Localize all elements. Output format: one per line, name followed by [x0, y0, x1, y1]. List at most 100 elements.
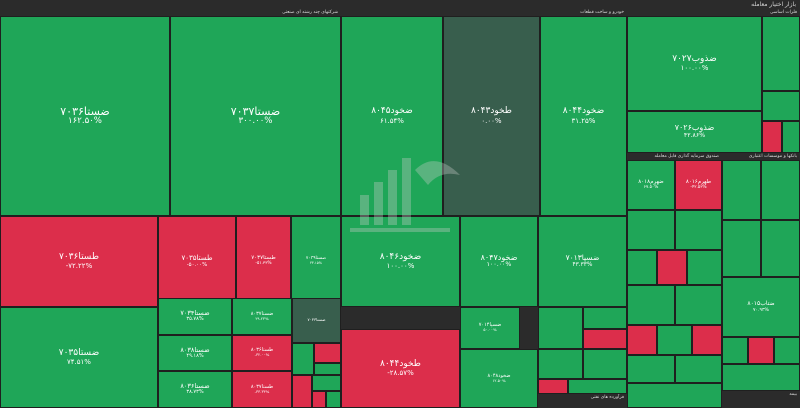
tile-symbol: ضستا۷۰۳۹: [305, 256, 327, 262]
treemap-tile[interactable]: طخود۸۰۴۴ -۲۸.۵۷%: [341, 329, 460, 408]
tile-symbol: طستا۷۰۳۷: [251, 255, 276, 262]
treemap-tile[interactable]: ضذوب۷۰۲۶ ۴۲.۸۶%: [627, 111, 762, 153]
treemap-tile[interactable]: ضستا۷۰۳۹ ۳۳.۱۵%: [291, 216, 341, 307]
minor-tile[interactable]: [292, 343, 314, 375]
tile-change: ۱۶۲.۵۰%: [68, 116, 102, 127]
minor-tile[interactable]: [762, 16, 800, 91]
sector-title: خودرو و ساخت قطعات: [580, 10, 624, 15]
minor-tile[interactable]: [782, 121, 800, 153]
treemap-tile[interactable]: ضسپا۷۰۱۴ ۵۰.۰۰%: [460, 307, 520, 349]
minor-tile[interactable]: [762, 121, 782, 153]
tile-symbol: ضستا۸۰۳۸: [180, 345, 210, 354]
sector-title: بانکها و موسسات اعتباری: [748, 154, 797, 159]
treemap-tile[interactable]: ضستا۷۰۳۴ ۳۵.۷۸%: [158, 298, 232, 335]
tile-change: ۵۰.۰۰%: [483, 327, 497, 333]
minor-tile[interactable]: [627, 250, 657, 285]
minor-tile[interactable]: [538, 379, 568, 394]
tile-change: ۳۸.۷۳%: [186, 389, 204, 396]
treemap-tile[interactable]: ضستا۸۰۳۶ ۳۸.۷۳%: [158, 371, 232, 408]
sector-panel: شرکتهای چند رشته ای صنعتی ضستا۷۰۳۷ ۳۰۰.۰۰%…: [0, 9, 341, 408]
treemap-tile[interactable]: طهرم۸۰۱۶ -۴۲.۵۳%: [675, 160, 722, 210]
treemap-tile[interactable]: ضستا۸۰۳۷ ۲۹.۲۳%: [232, 298, 292, 335]
treemap-tile[interactable]: طستا۷۰۳۷ -۵۱.۳۳%: [236, 216, 291, 307]
minor-tile[interactable]: [292, 375, 312, 408]
sector-panel: بانکها و موسسات اعتباری ضتاب۸۰۱۵ ۷۰.۹۳%: [722, 153, 800, 391]
tile-symbol: طخود۸۰۴۴: [380, 358, 421, 369]
treemap-tile[interactable]: طستا۸۰۳۶ -۳۲.۰۰%: [232, 335, 292, 371]
treemap-tile[interactable]: ضستا۷۰۳۳: [292, 298, 341, 343]
minor-tile[interactable]: [722, 337, 748, 364]
minor-tile[interactable]: [692, 325, 722, 355]
tile-symbol: ضهرم۸۰۱۸: [638, 178, 664, 185]
minor-tile[interactable]: [761, 220, 800, 277]
treemap-tile[interactable]: ضخود۸۰۴۷ ۱۰۰.۰۰%: [460, 216, 538, 307]
treemap-tile[interactable]: ضستا۷۰۳۶ ۱۶۲.۵۰%: [0, 16, 170, 216]
sector-panel: فلزات اساسی ضذوب۷۰۲۷ ۱۰۰.۰۰% ضذوب۷۰۲۶ ۴۲.۸۶%: [627, 9, 800, 153]
treemap-tile[interactable]: طخود۸۰۴۳ ۰.۰۰%: [443, 16, 540, 216]
treemap-tile[interactable]: ضخود۸۰۴۵ ۶۱.۵۴%: [341, 16, 443, 216]
minor-tile[interactable]: [583, 349, 627, 379]
treemap-tile[interactable]: ضستا۷۰۳۷ ۳۰۰.۰۰%: [170, 16, 341, 216]
minor-tile[interactable]: [583, 329, 627, 349]
minor-tile[interactable]: [722, 220, 761, 277]
treemap-tile[interactable]: طستا۸۰۳۷ -۳۳.۳۳%: [232, 371, 292, 408]
minor-tile[interactable]: [538, 307, 583, 349]
minor-tile[interactable]: [675, 355, 722, 383]
minor-tile[interactable]: [657, 325, 692, 355]
treemap-tile[interactable]: ضخود۸۰۴۶ ۱۰۰.۰۰%: [341, 216, 460, 307]
treemap-tile[interactable]: طستا۷۰۳۶ -۷۲.۲۲%: [0, 216, 158, 307]
treemap-tile[interactable]: ضتاب۸۰۱۵ ۷۰.۹۳%: [722, 277, 800, 337]
minor-tile[interactable]: [583, 307, 627, 329]
minor-tile[interactable]: [627, 355, 675, 383]
treemap-tile[interactable]: ضهرم۸۰۱۸ ۶۷.۵۰%: [627, 160, 675, 210]
minor-tile[interactable]: [627, 383, 722, 408]
minor-tile[interactable]: [314, 343, 341, 363]
minor-tile[interactable]: [657, 250, 687, 285]
minor-tile[interactable]: [627, 285, 675, 325]
minor-tile[interactable]: [568, 379, 627, 394]
tile-symbol: ضسپا۷۰۱۳: [565, 253, 600, 263]
tile-change: ۳۰۰.۰۰%: [238, 116, 273, 127]
tile-change: ۶۱.۵۴%: [380, 115, 404, 125]
tile-symbol: ضخود۸۰۴۶: [379, 251, 422, 262]
treemap-tile[interactable]: ضسپا۷۰۱۳ ۴۳.۳۳%: [538, 216, 627, 307]
minor-tile[interactable]: [774, 337, 800, 364]
treemap-tile[interactable]: ضستا۷۰۳۵ ۷۴.۵۱%: [0, 307, 158, 408]
minor-tile[interactable]: [675, 210, 722, 250]
tile-change: -۲۸.۵۷%: [387, 368, 414, 378]
minor-tile[interactable]: [312, 391, 326, 408]
treemap-tile[interactable]: ضخود۸۰۴۸ ۱۲.۵۰%: [460, 349, 538, 408]
minor-tile[interactable]: [687, 250, 722, 285]
tile-symbol: ضستا۸۰۳۷: [250, 310, 274, 317]
tile-change: ۳۵.۷۸%: [186, 316, 204, 323]
treemap-tile[interactable]: ضستا۸۰۳۸ ۴۹.۱۸%: [158, 335, 232, 371]
minor-tile[interactable]: [762, 91, 800, 121]
treemap-tile[interactable]: طستا۷۰۳۵ -۵۰.۰۰%: [158, 216, 236, 307]
minor-tile[interactable]: [326, 391, 341, 408]
minor-tile[interactable]: [722, 364, 800, 391]
minor-tile[interactable]: [675, 285, 722, 325]
minor-tile[interactable]: [627, 325, 657, 355]
treemap-tile[interactable]: ضخود۸۰۴۴ ۳۱.۲۵%: [540, 16, 627, 216]
tile-symbol: ضخود۸۰۴۴: [562, 106, 605, 117]
minor-tile[interactable]: [312, 375, 341, 391]
tile-symbol: طخود۸۰۴۳: [471, 106, 512, 117]
tile-symbol: ضستا۷۰۳۶: [60, 104, 110, 118]
treemap-tile[interactable]: ضذوب۷۰۲۷ ۱۰۰.۰۰%: [627, 16, 762, 111]
tile-change: ۱۰۰.۰۰%: [386, 261, 415, 271]
minor-tile[interactable]: [761, 160, 800, 220]
minor-tile[interactable]: [314, 363, 341, 375]
minor-tile[interactable]: [748, 337, 774, 364]
tile-symbol: ضذوب۷۰۲۶: [674, 123, 715, 133]
minor-tile[interactable]: [627, 210, 675, 250]
tile-symbol: ضخود۸۰۴۷: [480, 252, 518, 262]
tile-change: -۵۱.۳۳%: [255, 261, 272, 267]
tile-symbol: طستا۸۰۳۷: [250, 383, 274, 390]
top-bar: بازار اختیار معامله: [0, 0, 800, 9]
tile-change: ۴۲.۸۶%: [683, 131, 706, 139]
minor-tile[interactable]: [722, 160, 761, 220]
sector-title: فلزات اساسی: [770, 10, 797, 15]
minor-tile[interactable]: [538, 349, 583, 379]
tile-symbol: ضستا۷۰۳۴: [180, 309, 210, 318]
tile-change: ۱۰۰.۰۰%: [680, 63, 709, 73]
